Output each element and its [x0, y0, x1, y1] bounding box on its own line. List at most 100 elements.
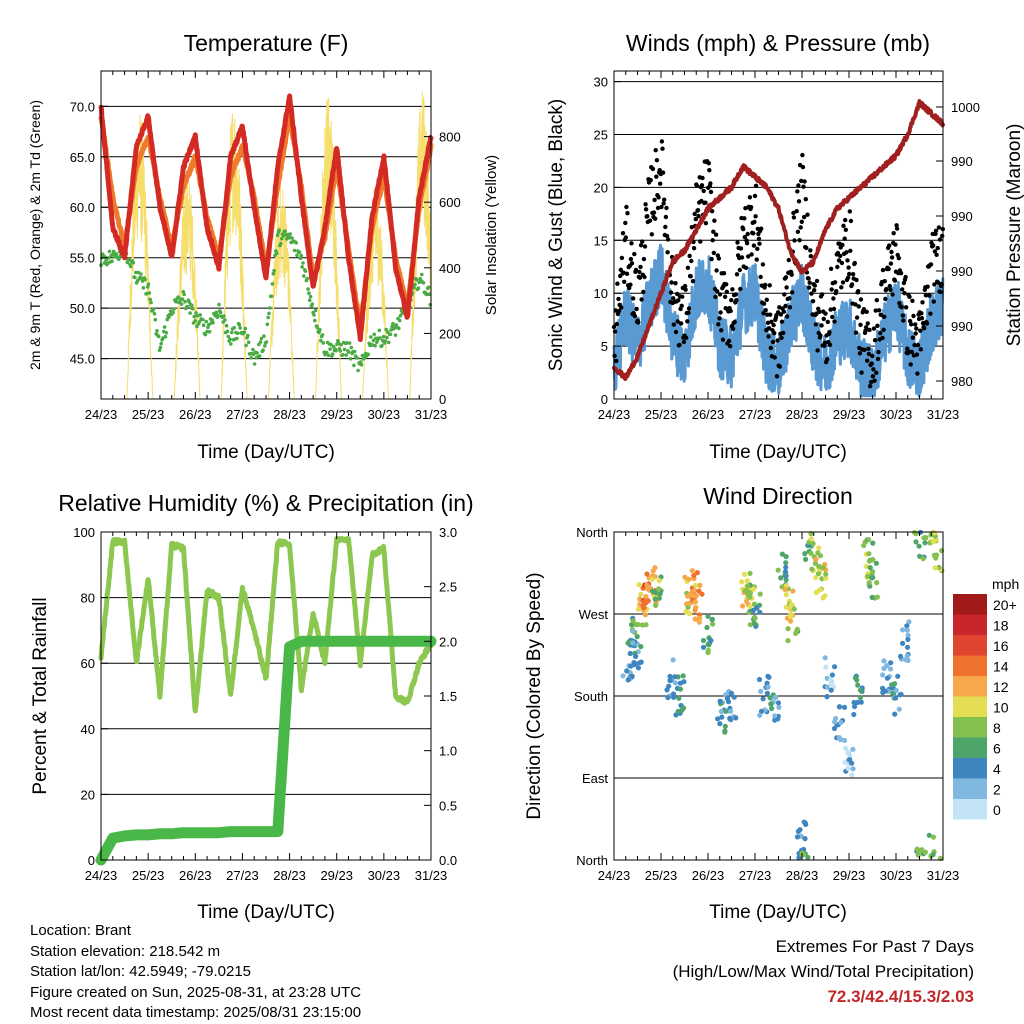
dewpoint-point: [308, 294, 313, 299]
gust-point: [865, 358, 870, 363]
direction-point: [916, 543, 922, 549]
direction-point: [904, 627, 910, 633]
gust-point: [686, 310, 691, 315]
gust-point: [882, 314, 887, 319]
gust-point: [919, 316, 925, 321]
direction-point: [693, 604, 699, 611]
direction-point: [689, 568, 695, 574]
dewpoint-point: [294, 241, 299, 245]
dewpoint-point-group: [99, 228, 433, 373]
gust-point: [659, 139, 665, 144]
direction-point: [810, 540, 816, 547]
dewpoint-point: [187, 300, 192, 304]
dewpoint-point: [111, 249, 116, 254]
dewpoint-point: [397, 326, 401, 331]
gust-point: [882, 279, 887, 284]
gust-point: [755, 246, 760, 251]
legend-swatch: [953, 696, 987, 717]
gust-point: [807, 280, 812, 285]
gust-point: [764, 297, 769, 302]
gust-point: [632, 313, 638, 319]
direction-point: [930, 834, 937, 840]
dewpoint-point: [146, 282, 151, 287]
gust-point: [665, 237, 671, 242]
gust-point: [761, 301, 767, 306]
rh-title: Relative Humidity (%) & Precipitation (i…: [58, 490, 473, 516]
direction-point: [671, 694, 677, 700]
info-elevation: Station elevation: 218.542 m: [30, 942, 221, 960]
direction-point: [788, 601, 794, 607]
gust-point: [800, 152, 805, 158]
direction-point: [841, 704, 848, 710]
dewpoint-point: [414, 278, 419, 282]
dewpoint-point: [134, 270, 138, 275]
wind-ylabel-right: Station Pressure (Maroon): [1004, 124, 1024, 347]
gust-point: [620, 231, 626, 236]
gust-point: [861, 307, 867, 312]
gust-point: [878, 330, 883, 336]
precip-tick-label: 2.0: [439, 634, 457, 649]
legend-swatch: [953, 737, 987, 758]
direction-point: [630, 628, 636, 634]
gust-point: [800, 164, 806, 170]
gust-point: [853, 330, 859, 335]
direction-point: [652, 596, 658, 602]
direction-point: [765, 684, 771, 690]
gust-point: [795, 189, 800, 194]
direction-point: [776, 704, 782, 711]
gust-point: [660, 146, 665, 151]
gust-point: [641, 256, 647, 262]
dewpoint-point: [383, 339, 388, 343]
direction-point: [870, 540, 876, 546]
gust-point: [880, 335, 885, 341]
direction-point: [802, 836, 808, 842]
gust-point: [818, 333, 823, 338]
gust-point: [825, 357, 830, 362]
gust-point: [619, 305, 624, 310]
gust-point: [781, 330, 786, 336]
direction-point: [705, 613, 711, 619]
gust-point: [904, 305, 909, 310]
direction-point: [820, 565, 826, 571]
gust-point: [616, 308, 622, 314]
gust-point: [751, 243, 757, 248]
gust-point: [658, 181, 663, 186]
dewpoint-point: [271, 271, 276, 276]
gust-point: [853, 302, 858, 307]
direction-point: [873, 560, 880, 566]
dewpoint-point: [301, 261, 305, 265]
gust-point: [870, 353, 875, 359]
gust-point: [894, 223, 899, 228]
x-tick-label: 30/23: [368, 407, 401, 422]
gust-point: [866, 351, 872, 357]
direction-point: [650, 568, 656, 574]
gust-point: [786, 257, 791, 263]
direction-point: [785, 626, 791, 632]
gust-point: [802, 179, 807, 184]
direction-point: [649, 576, 655, 582]
x-tick-label: 25/23: [132, 407, 165, 422]
gust-point: [893, 242, 898, 247]
direction-point: [793, 630, 799, 637]
temp-right-tick-label: 800: [439, 130, 461, 145]
dewpoint-point: [141, 286, 146, 290]
gust-point: [908, 362, 913, 367]
gust-point: [778, 312, 784, 317]
direction-point: [851, 711, 857, 718]
direction-point: [686, 576, 692, 582]
legend-swatch: [953, 717, 987, 738]
info-recent: Most recent data timestamp: 2025/08/31 2…: [30, 1004, 362, 1021]
gust-point: [912, 342, 917, 348]
dewpoint-point: [164, 331, 169, 335]
wind-left-tick-label: 0: [601, 392, 608, 407]
direction-point: [890, 690, 896, 696]
direction-point: [644, 582, 650, 588]
gust-point: [920, 321, 926, 326]
dewpoint-point: [391, 321, 395, 326]
dewpoint-point: [344, 353, 349, 357]
legend-label: 20+: [993, 597, 1017, 613]
dewpoint-point: [104, 258, 108, 263]
gust-point: [612, 353, 617, 358]
gust-point: [842, 236, 847, 241]
gust-point: [806, 276, 811, 281]
